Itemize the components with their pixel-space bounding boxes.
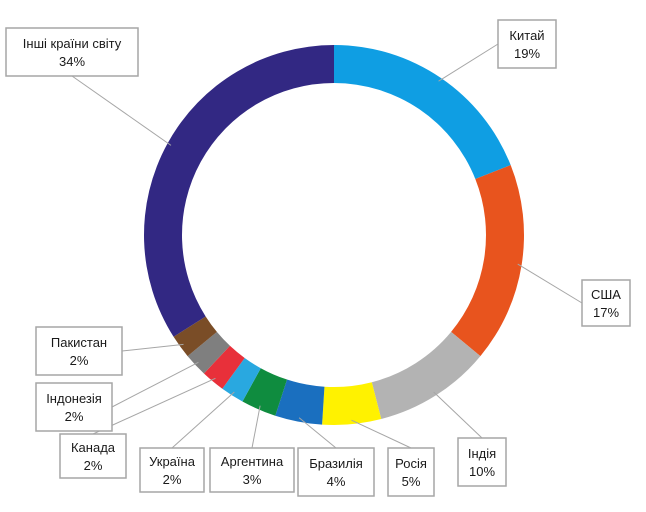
data-label-6: Україна 2% <box>139 447 205 493</box>
slice-9 <box>173 316 217 357</box>
data-label-box <box>35 382 113 432</box>
data-label-value: 2% <box>163 472 182 487</box>
data-label-value: 10% <box>469 464 495 479</box>
data-label-2: Індія 10% <box>457 437 507 487</box>
leader-line-6 <box>171 391 235 449</box>
data-label-10: Інші країни світу 34% <box>5 27 139 77</box>
data-label-category: США <box>591 287 621 302</box>
leader-line-8 <box>111 361 199 408</box>
data-label-category: Бразилія <box>309 456 363 471</box>
data-label-value: 2% <box>70 353 89 368</box>
leader-line-10 <box>71 75 172 146</box>
data-label-category: Індія <box>468 446 496 461</box>
data-label-category: Індонезія <box>46 391 102 406</box>
data-label-box <box>457 437 507 487</box>
slice-5 <box>242 368 288 416</box>
data-label-value: 4% <box>327 474 346 489</box>
slice-4 <box>275 379 325 425</box>
data-label-box <box>209 447 295 493</box>
slice-10 <box>144 45 334 337</box>
data-label-category: Пакистан <box>51 335 107 350</box>
leader-line-4 <box>298 417 337 449</box>
slice-0 <box>334 45 511 180</box>
data-label-box <box>5 27 139 77</box>
data-label-box <box>59 433 127 479</box>
data-label-value: 2% <box>65 409 84 424</box>
data-label-value: 17% <box>593 305 619 320</box>
data-label-category: Росія <box>395 456 427 471</box>
data-label-box <box>497 19 557 69</box>
data-label-category: Інші країни світу <box>23 36 122 51</box>
data-label-0: Китай 19% <box>497 19 557 69</box>
slice-1 <box>451 165 524 357</box>
data-label-1: США 17% <box>581 279 631 327</box>
data-label-value: 2% <box>84 458 103 473</box>
leader-line-0 <box>438 43 499 82</box>
leader-line-1 <box>517 263 583 304</box>
data-label-9: Пакистан 2% <box>35 326 123 376</box>
data-label-category: Канада <box>71 440 116 455</box>
data-label-value: 34% <box>59 54 85 69</box>
data-label-value: 5% <box>402 474 421 489</box>
data-label-category: Китай <box>509 28 544 43</box>
data-label-box <box>387 447 435 497</box>
slice-2 <box>371 331 481 420</box>
data-label-7: Канада 2% <box>59 433 127 479</box>
data-label-box <box>139 447 205 493</box>
slice-7 <box>203 345 245 389</box>
leader-lines <box>71 43 583 449</box>
slice-6 <box>222 357 261 402</box>
data-label-5: Аргентина 3% <box>209 447 295 493</box>
leader-line-2 <box>433 391 483 439</box>
leader-line-5 <box>251 405 261 449</box>
data-labels: Китай 19% США 17% Індія 10% Росія 5% Бразилія 4% А… <box>5 19 631 497</box>
slice-8 <box>187 331 230 374</box>
data-label-category: Аргентина <box>221 454 284 469</box>
leader-line-9 <box>121 343 184 352</box>
leader-line-3 <box>351 419 412 449</box>
data-label-box <box>297 447 375 497</box>
data-label-box <box>581 279 631 327</box>
donut-slices <box>144 45 524 426</box>
data-label-value: 3% <box>243 472 262 487</box>
data-label-box <box>35 326 123 376</box>
data-label-3: Росія 5% <box>387 447 435 497</box>
slice-3 <box>322 382 382 426</box>
data-label-value: 19% <box>514 46 540 61</box>
leader-line-7 <box>92 377 216 435</box>
data-label-8: Індонезія 2% <box>35 382 113 432</box>
data-label-4: Бразилія 4% <box>297 447 375 497</box>
data-label-category: Україна <box>149 454 196 469</box>
